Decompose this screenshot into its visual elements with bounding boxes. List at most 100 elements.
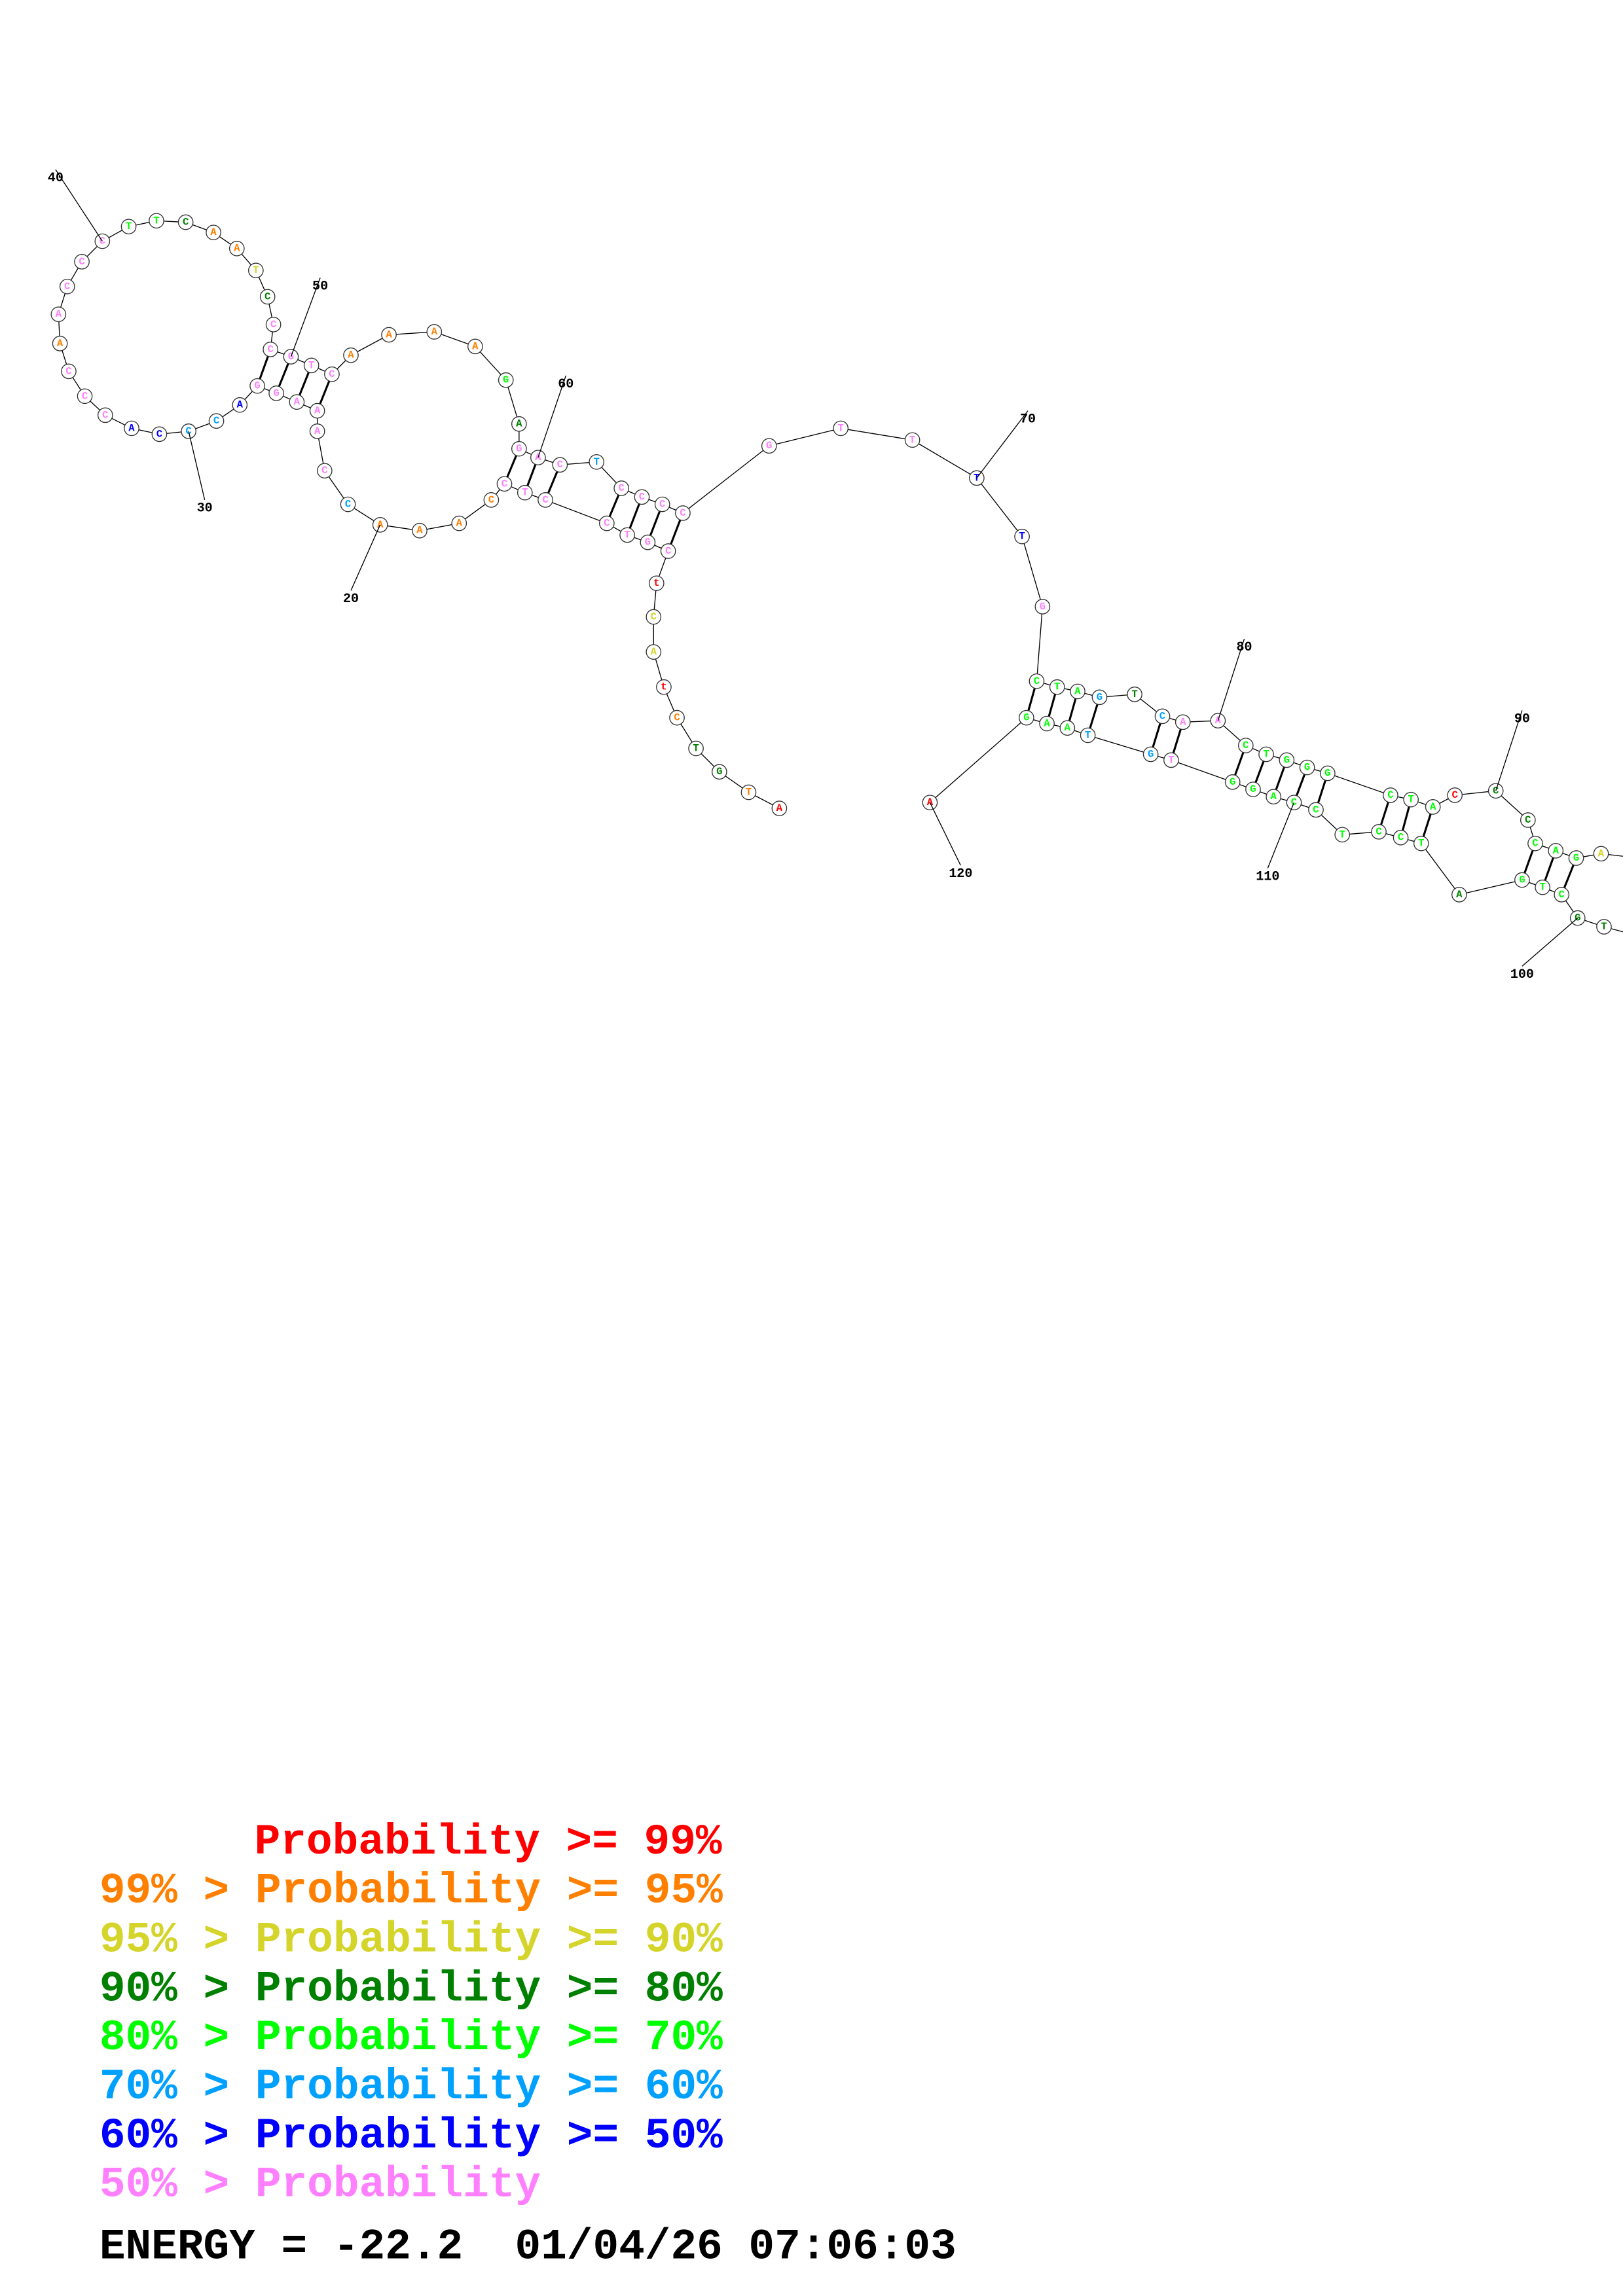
label-connector: [929, 802, 961, 866]
nucleotides: ATGTCtACtCGTCCTCCAAACCAAAGGACCCACCCAACCC…: [50, 213, 1612, 935]
nucleotide-circle: [711, 764, 727, 780]
nucleotide-circle: [1299, 759, 1315, 776]
nucleotide-circle: [289, 394, 305, 410]
nucleotide-circle: [1535, 879, 1551, 895]
nucleotide-circle: [517, 484, 533, 501]
label-connector: [1217, 638, 1245, 721]
nucleotide-letter: T: [1168, 754, 1174, 766]
nucleotide-circle: [309, 423, 325, 439]
nucleotide-letter: G: [1148, 748, 1154, 760]
nucleotide-circle: [1245, 781, 1261, 797]
nucleotide-circle: [740, 784, 757, 800]
nucleotide-letter: C: [665, 545, 671, 557]
nucleotide-letter: A: [314, 405, 321, 417]
nucleotide-circle: [324, 366, 340, 382]
nucleotide-circle: [1320, 765, 1336, 781]
nucleotide-circle: [1334, 827, 1351, 843]
backbone-segment: [1036, 606, 1044, 681]
legend-entry: 90% > Probability >= 80%: [100, 1964, 723, 2013]
nucleotide-circle: [833, 420, 849, 437]
nucleotide-letter: A: [237, 399, 244, 411]
nucleotide-letter: C: [557, 459, 563, 471]
nucleotide-letter: C: [183, 217, 189, 228]
nucleotide-letter: C: [345, 499, 351, 511]
position-label: 110: [1256, 870, 1279, 885]
backbone-segment: [769, 427, 841, 446]
nucleotide-letter: C: [1525, 814, 1531, 826]
nucleotide-letter: G: [1230, 776, 1235, 788]
nucleotide-letter: C: [1159, 710, 1165, 722]
nucleotide-letter: T: [693, 743, 699, 755]
nucleotide-circle: [1393, 829, 1409, 846]
nucleotide-letter: G: [766, 440, 772, 452]
nucleotide-letter: A: [128, 422, 135, 434]
nucleotide-letter: T: [1019, 531, 1025, 543]
nucleotide-circle: [74, 253, 90, 270]
nucleotide-circle: [1018, 709, 1034, 726]
nucleotide-letter: C: [1387, 789, 1393, 801]
label-connector: [290, 278, 321, 357]
nucleotide-letter: G: [716, 766, 722, 778]
nucleotide-letter: C: [1532, 838, 1538, 850]
nucleotide-circle: [1266, 789, 1282, 805]
nucleotide-letter: A: [416, 525, 423, 537]
position-label: 60: [558, 377, 574, 392]
position-label: 120: [949, 867, 972, 882]
nucleotide-letter: A: [516, 418, 522, 430]
legend-entry: 99% > Probability >= 95%: [100, 1867, 723, 1916]
nucleotide-letter: T: [624, 529, 630, 541]
nucleotide-circle: [1554, 887, 1570, 903]
backbone-segment: [1459, 879, 1523, 895]
nucleotide-circle: [1279, 752, 1295, 768]
nucleotide-letter: G: [288, 351, 294, 363]
nucleotide-letter: T: [1418, 838, 1424, 850]
nucleotide-circle: [1371, 823, 1387, 840]
nucleotide-letter: A: [294, 396, 301, 408]
nucleotide-letter: G: [1324, 767, 1330, 779]
nucleotide-letter: A: [1180, 716, 1186, 728]
nucleotide-letter: A: [377, 519, 384, 531]
nucleotide-letter: A: [431, 326, 438, 338]
nucleotide-circle: [1080, 727, 1096, 744]
nucleotide-letter: T: [594, 456, 600, 468]
nucleotide-letter: A: [348, 350, 354, 361]
nucleotide-circle: [265, 317, 282, 332]
nucleotide-circle: [688, 740, 704, 757]
nucleotide-letter: T: [153, 215, 159, 226]
nucleotide-circle: [228, 240, 245, 257]
nucleotide-letter: C: [674, 712, 680, 724]
nucleotide-letter: C: [1291, 797, 1297, 808]
backbone-segment: [545, 499, 608, 524]
nucleotide-circle: [1568, 850, 1584, 866]
nucleotide-circle: [1224, 774, 1241, 790]
label-connector: [55, 169, 103, 242]
nucleotide-letter: G: [645, 537, 651, 548]
backbone-segment: [929, 717, 1027, 803]
nucleotide-letter: A: [1456, 889, 1463, 901]
nucleotide-circle: [1548, 843, 1564, 859]
nucleotide-circle: [1039, 715, 1055, 732]
nucleotide-circle: [646, 609, 662, 625]
nucleotide-circle: [1308, 802, 1324, 818]
energy: ENERGY = -22.2 01/04/26 07:06:03: [100, 2223, 957, 2272]
nucleotide-letter: A: [234, 243, 240, 255]
nucleotide-circle: [151, 426, 168, 442]
backbone-segment: [1087, 734, 1151, 755]
nucleotide-letter: G: [516, 443, 522, 455]
nucleotide-circle: [904, 432, 921, 448]
nucleotide-circle: [1520, 812, 1536, 828]
nucleotide-letter: C: [1559, 889, 1565, 901]
nucleotide-letter: C: [185, 425, 191, 437]
nucleotide-circle: [589, 454, 605, 470]
nucleotide-circle: [52, 336, 68, 351]
nucleotide-circle: [381, 327, 397, 343]
position-label: 100: [1510, 967, 1534, 982]
nucleotide-circle: [1514, 872, 1530, 888]
nucleotide-circle: [247, 262, 264, 279]
nucleotide-letter: T: [746, 787, 752, 798]
nucleotide-letter: G: [254, 380, 260, 392]
nucleotide-letter: T: [974, 472, 979, 484]
legend: Probability >= 99%99% > Probability >= 9…: [100, 1818, 723, 2210]
nucleotide-letter: A: [314, 425, 321, 437]
nucleotide-letter: A: [386, 329, 392, 340]
